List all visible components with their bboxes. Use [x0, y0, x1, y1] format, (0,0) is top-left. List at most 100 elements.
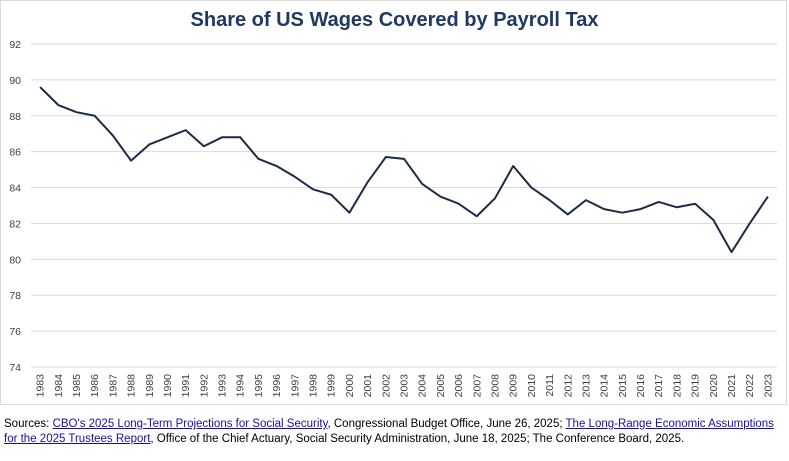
chart-title: Share of US Wages Covered by Payroll Tax	[190, 9, 599, 31]
x-tick-label: 2001	[362, 374, 374, 398]
cbo-projections-link[interactable]: CBO's 2025 Long-Term Projections for Soc…	[52, 418, 328, 430]
y-tick-label: 90	[9, 75, 21, 87]
data-point	[385, 156, 387, 158]
x-tick-label: 1984	[53, 374, 65, 398]
x-tick-label: 2009	[508, 374, 520, 398]
data-point	[57, 104, 59, 106]
x-tick-label: 2022	[744, 374, 756, 398]
y-tick-label: 76	[9, 326, 21, 338]
x-tick-label: 1999	[326, 374, 338, 398]
x-tick-label: 2010	[526, 374, 538, 398]
y-tick-label: 88	[9, 111, 21, 123]
x-tick-label: 2005	[435, 374, 447, 398]
x-tick-label: 2002	[380, 374, 392, 398]
x-axis-ticks: 1983 1984 1985 1986 1987 1988 1989 1990 1991 1992…	[35, 374, 775, 398]
data-point	[621, 212, 623, 214]
x-tick-label: 2016	[635, 374, 647, 398]
y-tick-label: 74	[9, 362, 21, 374]
data-point	[148, 143, 150, 145]
x-tick-label: 1992	[198, 374, 210, 398]
x-tick-label: 1987	[107, 374, 119, 398]
trustees-report-link[interactable]: The Long-Range Economic Assumptions for …	[4, 418, 774, 445]
x-tick-label: 2008	[489, 374, 501, 398]
data-point	[312, 188, 314, 190]
x-tick-label: 2020	[708, 374, 720, 398]
data-point	[94, 115, 96, 117]
x-tick-label: 2003	[399, 374, 411, 398]
x-tick-label: 2012	[562, 374, 574, 398]
data-point	[512, 165, 514, 167]
data-point	[276, 165, 278, 167]
y-axis-ticks: 74 76 78 80 82 84 86 88 90 92	[9, 39, 21, 374]
data-point	[494, 197, 496, 199]
y-tick-label: 84	[9, 183, 21, 195]
x-tick-label: 2021	[726, 374, 738, 398]
x-tick-label: 1983	[35, 374, 47, 398]
data-point	[458, 203, 460, 205]
x-tick-label: 2004	[417, 374, 429, 398]
data-point	[549, 199, 551, 201]
x-tick-label: 2019	[690, 374, 702, 398]
x-tick-label: 2023	[762, 374, 774, 398]
gridlines	[31, 43, 777, 368]
data-point	[658, 201, 660, 203]
data-point	[330, 194, 332, 196]
data-point	[731, 251, 733, 253]
y-tick-label: 78	[9, 290, 21, 302]
sources-text-1: , Congressional Budget Office, June 26, …	[327, 418, 566, 430]
data-point	[530, 187, 532, 189]
x-tick-label: 1991	[180, 374, 192, 398]
data-point	[712, 219, 714, 221]
x-tick-label: 1989	[144, 374, 156, 398]
data-point	[767, 196, 769, 198]
x-tick-label: 1993	[217, 374, 229, 398]
x-tick-label: 2014	[599, 374, 611, 398]
x-tick-label: 2017	[653, 374, 665, 398]
x-tick-label: 1997	[289, 374, 301, 398]
data-point	[403, 158, 405, 160]
x-tick-label: 1994	[235, 374, 247, 398]
x-tick-label: 2006	[453, 374, 465, 398]
x-tick-label: 1988	[126, 374, 138, 398]
data-point	[567, 213, 569, 215]
x-tick-label: 1990	[162, 374, 174, 398]
data-point	[603, 208, 605, 210]
data-point	[348, 212, 350, 214]
data-point	[439, 196, 441, 198]
x-tick-label: 2018	[671, 374, 683, 398]
data-point	[640, 208, 642, 210]
data-point	[749, 222, 751, 224]
x-tick-label: 2011	[544, 374, 556, 397]
data-point	[239, 136, 241, 138]
y-tick-label: 92	[9, 39, 21, 51]
data-point	[185, 129, 187, 131]
y-tick-label: 82	[9, 218, 21, 230]
data-point	[294, 176, 296, 178]
x-tick-label: 1986	[89, 374, 101, 398]
data-point	[112, 135, 114, 137]
x-tick-label: 1985	[71, 374, 83, 398]
sources-text-2: , Office of the Chief Actuary, Social Se…	[150, 432, 685, 445]
x-tick-label: 2013	[580, 374, 592, 398]
x-tick-label: 2007	[471, 374, 483, 398]
series-line	[39, 86, 769, 254]
data-point	[421, 183, 423, 185]
sources-prefix: Sources:	[4, 418, 53, 430]
data-point	[39, 86, 41, 88]
y-tick-label: 80	[9, 254, 21, 266]
data-point	[166, 136, 168, 138]
data-point	[130, 160, 132, 162]
data-point	[476, 215, 478, 217]
x-tick-label: 1995	[253, 374, 265, 398]
data-point	[221, 136, 223, 138]
data-point	[75, 111, 77, 113]
x-tick-label: 2000	[344, 374, 356, 398]
series	[39, 86, 769, 254]
data-point	[676, 206, 678, 208]
x-tick-label: 1998	[308, 374, 320, 398]
y-tick-label: 86	[9, 147, 21, 159]
x-tick-label: 2015	[617, 374, 629, 398]
x-tick-label: 1996	[271, 374, 283, 398]
data-point	[203, 145, 205, 147]
